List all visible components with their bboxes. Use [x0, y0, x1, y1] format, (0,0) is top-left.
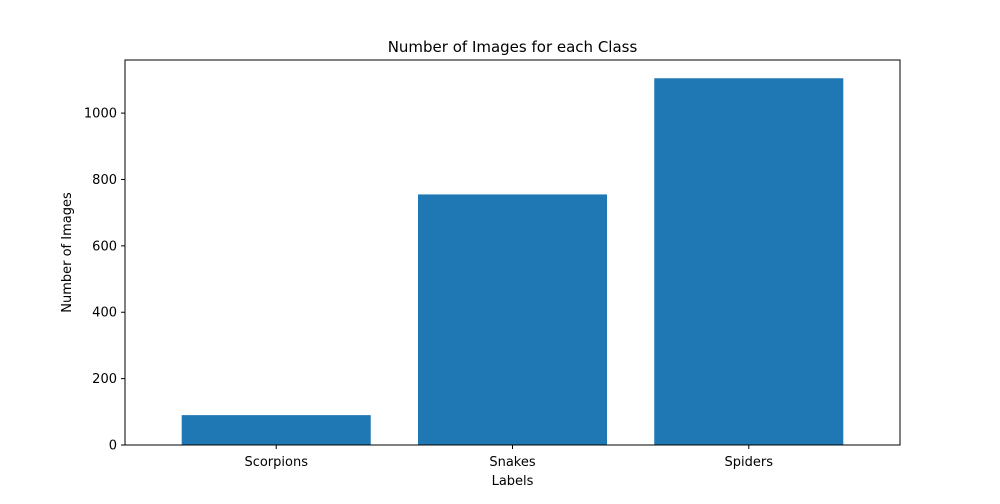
- bar-spiders: [654, 78, 844, 446]
- y-tick-label: 0: [109, 439, 117, 454]
- plot-frame: [124, 59, 901, 446]
- x-tick-label: Snakes: [489, 455, 536, 470]
- y-tick-label: 200: [92, 372, 117, 387]
- y-tick-label: 800: [92, 173, 117, 188]
- bar-scorpions: [181, 415, 371, 445]
- y-tick-label: 600: [92, 239, 117, 254]
- x-tick-label: Spiders: [725, 455, 774, 470]
- bars-layer: [181, 78, 844, 446]
- y-ticks: 0 200 400 600 800 1000: [84, 107, 125, 454]
- y-tick-label: 400: [92, 306, 117, 321]
- y-axis-label: Number of Images: [60, 192, 75, 313]
- x-ticks: Scorpions Snakes Spiders: [244, 445, 773, 470]
- bar-snakes: [417, 194, 608, 445]
- x-axis-label: Labels: [492, 474, 534, 489]
- chart-title: Number of Images for each Class: [388, 38, 638, 56]
- x-tick-label: Scorpions: [244, 455, 308, 470]
- y-tick-label: 1000: [84, 107, 117, 122]
